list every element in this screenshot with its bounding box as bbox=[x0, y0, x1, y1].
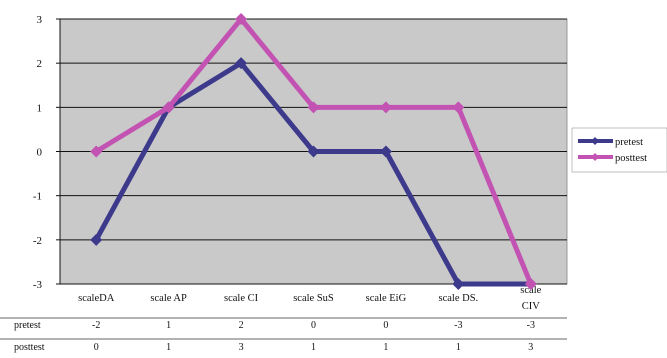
legend-label-pretest: pretest bbox=[615, 137, 643, 148]
data-point-posttest bbox=[235, 13, 248, 25]
data-point-pretest bbox=[235, 57, 248, 70]
x-tick-label: scaleDA bbox=[78, 293, 115, 304]
table-cell: 0 bbox=[94, 342, 99, 353]
legend-label-posttest: posttest bbox=[615, 153, 647, 164]
table-cell: -3 bbox=[454, 320, 462, 331]
x-tick-label: scale bbox=[520, 285, 541, 296]
data-point-posttest bbox=[524, 278, 537, 290]
table-cell: 1 bbox=[166, 342, 171, 353]
table-cell: 1 bbox=[456, 342, 461, 353]
table-cell: 1 bbox=[383, 342, 388, 353]
data-point-pretest bbox=[452, 278, 465, 290]
table-row-label: posttest bbox=[14, 342, 45, 353]
table-cell: 3 bbox=[528, 342, 533, 353]
y-tick-label: -3 bbox=[33, 279, 43, 291]
table-cell: 1 bbox=[311, 342, 316, 353]
y-tick-label: 2 bbox=[37, 58, 43, 70]
y-tick-label: 0 bbox=[37, 147, 43, 159]
data-point-posttest bbox=[379, 101, 392, 114]
table-cell: 3 bbox=[239, 342, 244, 353]
data-point-pretest bbox=[379, 145, 392, 158]
table-cell: -3 bbox=[527, 320, 535, 331]
y-tick-label: -2 bbox=[33, 235, 42, 247]
y-tick-label: 1 bbox=[37, 102, 43, 114]
y-tick-label: -1 bbox=[33, 191, 42, 203]
legend-marker-pretest bbox=[591, 137, 599, 145]
data-point-pretest bbox=[90, 233, 103, 246]
x-tick-label: scale AP bbox=[150, 293, 187, 304]
table-cell: 1 bbox=[166, 320, 171, 331]
data-point-posttest bbox=[452, 101, 465, 114]
x-tick-label: scale SuS bbox=[293, 293, 334, 304]
x-tick-label: scale DS. bbox=[439, 293, 479, 304]
data-point-pretest bbox=[307, 145, 320, 158]
data-point-posttest bbox=[307, 101, 320, 114]
table-cell: -2 bbox=[92, 320, 100, 331]
x-tick-label: scale EiG bbox=[366, 293, 407, 304]
data-point-posttest bbox=[90, 145, 103, 158]
table-cell: 0 bbox=[383, 320, 388, 331]
data-point-posttest bbox=[162, 101, 175, 114]
table-row-label: pretest bbox=[14, 320, 41, 331]
legend-box bbox=[571, 127, 667, 173]
y-tick-label: 3 bbox=[37, 14, 43, 26]
table-cell: 2 bbox=[239, 320, 244, 331]
legend-marker-posttest bbox=[591, 153, 599, 161]
x-tick-label: CIV bbox=[522, 301, 541, 312]
table-cell: 0 bbox=[311, 320, 316, 331]
x-tick-label: scale CI bbox=[224, 293, 259, 304]
